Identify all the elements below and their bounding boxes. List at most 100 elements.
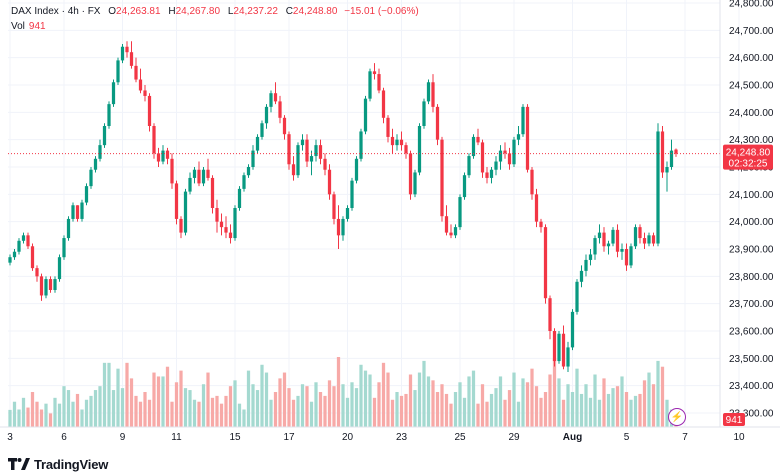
- volume-bar: [489, 393, 494, 427]
- candle-body: [318, 145, 323, 159]
- volume-bar: [575, 368, 579, 427]
- price-tick-label: 23,600.00: [729, 327, 774, 338]
- volume-bar: [332, 386, 336, 427]
- candle-body: [242, 175, 246, 189]
- candle-body: [480, 142, 485, 173]
- candle-body: [309, 156, 314, 162]
- candle-body: [246, 167, 251, 176]
- volume-bar: [26, 407, 30, 427]
- candle-body: [377, 74, 381, 91]
- time-tick-label: 5: [624, 432, 630, 443]
- volume-bar: [521, 378, 525, 427]
- volume-bar: [660, 366, 665, 427]
- volume-bar: [66, 390, 71, 427]
- lightning-icon[interactable]: ⚡: [668, 408, 686, 426]
- volume-bar: [426, 376, 431, 427]
- candle-body: [597, 232, 602, 239]
- candle-body: [8, 257, 12, 263]
- volume-bar: [651, 384, 656, 427]
- volume-bar: [260, 364, 264, 427]
- candle-body: [606, 243, 611, 247]
- volume-bar: [615, 386, 620, 427]
- candle-body: [620, 249, 624, 252]
- volume-bar: [552, 358, 557, 427]
- candle-body: [629, 246, 633, 266]
- candle-body: [638, 227, 642, 239]
- volume-bar: [80, 409, 84, 427]
- candle-body: [665, 167, 669, 173]
- candle-body: [30, 246, 35, 269]
- price-tick-label: 24,500.00: [729, 81, 774, 92]
- symbol-label: DAX Index · 4h · FX: [11, 6, 101, 17]
- candle-body: [557, 333, 561, 362]
- volume-bar: [570, 392, 575, 427]
- candle-body: [201, 169, 206, 184]
- volume-bar: [161, 376, 165, 427]
- volume-bar: [534, 386, 539, 427]
- candle-body: [300, 139, 305, 146]
- candle-body: [62, 238, 66, 258]
- volume-bar: [453, 392, 458, 427]
- candle-body: [354, 158, 359, 181]
- volume-bar: [305, 386, 309, 427]
- volume-bar: [561, 399, 566, 427]
- candle-body: [192, 169, 197, 178]
- volume-bar: [350, 382, 354, 427]
- candle-body: [345, 208, 350, 219]
- candle-body: [552, 331, 557, 362]
- time-tick-label: 6: [61, 432, 67, 443]
- candle-body: [251, 150, 255, 167]
- volume-bar: [197, 401, 201, 427]
- candle-body: [93, 158, 98, 170]
- volume-bar: [440, 384, 444, 427]
- volume-bar: [399, 395, 404, 427]
- tradingview-logo[interactable]: TradingView: [8, 457, 108, 472]
- candle-body: [647, 235, 651, 244]
- volume-bar: [323, 395, 327, 427]
- volume-bar: [359, 364, 363, 427]
- volume-bar: [129, 378, 134, 427]
- candle-body: [80, 202, 84, 219]
- candle-body: [152, 126, 156, 154]
- volume-bar: [125, 362, 129, 427]
- volume-bar: [233, 380, 237, 427]
- volume-bar: [327, 380, 332, 427]
- volume-bar: [354, 388, 359, 427]
- candle-body: [404, 145, 408, 154]
- volume-bar: [296, 395, 300, 427]
- candle-body: [602, 232, 606, 247]
- volume-bar: [525, 382, 530, 427]
- candle-body: [485, 172, 489, 178]
- volume-bar: [408, 374, 413, 427]
- candle-body: [287, 134, 291, 165]
- price-tick-label: 24,300.00: [729, 135, 774, 146]
- candle-body: [458, 197, 462, 228]
- volume-bar: [17, 409, 21, 427]
- volume-bar: [269, 399, 273, 427]
- volume-bar: [116, 368, 120, 427]
- candle-body: [165, 150, 170, 159]
- countdown-value: 02:32:25: [729, 159, 768, 170]
- volume-bar: [624, 392, 629, 427]
- candle-body: [215, 208, 219, 222]
- high-value: 24,267.80: [175, 6, 221, 17]
- candle-body: [39, 276, 44, 296]
- candle-body: [183, 191, 188, 233]
- candle-body: [327, 169, 332, 195]
- candle-body: [255, 136, 260, 151]
- candle-body: [26, 235, 30, 247]
- volume-bar: [471, 370, 476, 427]
- candle-body: [570, 311, 575, 348]
- volume-bar: [21, 397, 26, 427]
- candle-body: [219, 221, 224, 228]
- candle-body: [125, 46, 129, 53]
- candle-body: [584, 259, 588, 271]
- volume-bar: [435, 392, 440, 427]
- price-tick-label: 24,600.00: [729, 53, 774, 64]
- volume-bar: [444, 393, 449, 427]
- volume-bar: [219, 403, 224, 427]
- volume-bar: [174, 382, 179, 427]
- volume-bar: [53, 397, 57, 427]
